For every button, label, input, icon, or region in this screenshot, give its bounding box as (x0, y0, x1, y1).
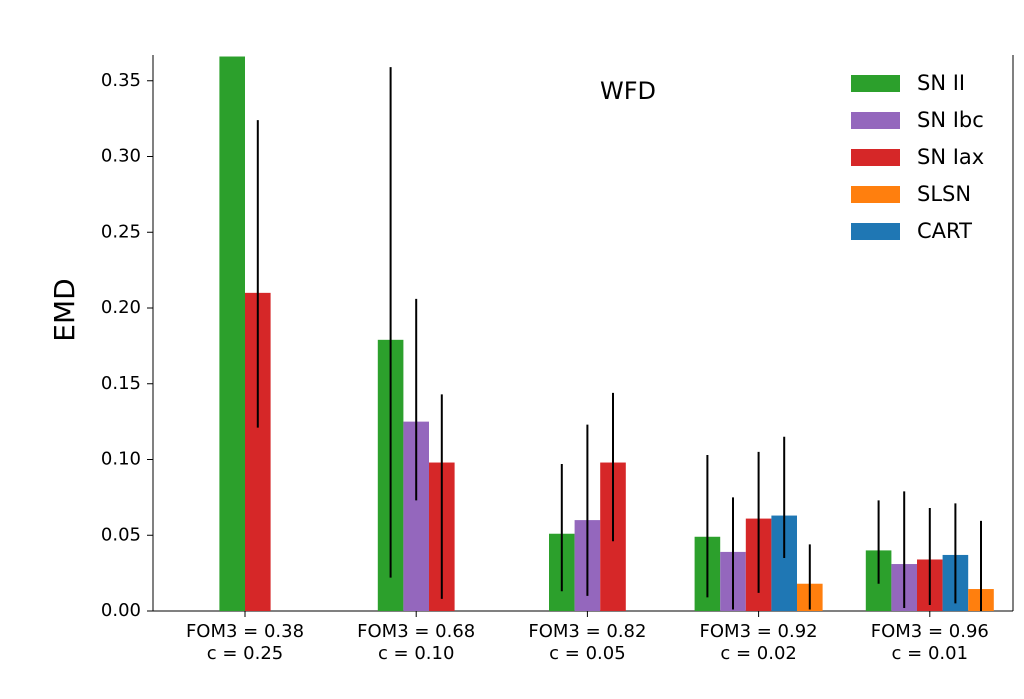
y-axis-label: EMD (48, 278, 81, 341)
legend-label: SLSN (917, 182, 971, 206)
x-tick-label: FOM3 = 0.38 (186, 621, 304, 642)
legend-swatch (851, 75, 900, 92)
y-tick-label: 0.10 (101, 449, 141, 470)
y-tick-label: 0.05 (101, 524, 141, 545)
y-tick-label: 0.15 (101, 373, 141, 394)
legend-swatch (851, 112, 900, 129)
x-tick-label: FOM3 = 0.82 (528, 621, 646, 642)
x-tick-label: c = 0.01 (892, 643, 969, 664)
x-tick-label: c = 0.25 (207, 643, 284, 664)
legend-label: SN Iax (917, 145, 984, 169)
legend-swatch (851, 149, 900, 166)
chart-title: WFD (600, 77, 656, 105)
x-tick-label: FOM3 = 0.68 (357, 621, 475, 642)
legend-label: SN Ibc (917, 108, 984, 132)
x-tick-label: c = 0.02 (720, 643, 797, 664)
x-tick-label: c = 0.10 (378, 643, 455, 664)
legend-label: SN II (917, 71, 965, 95)
y-tick-label: 0.00 (101, 600, 141, 621)
y-tick-label: 0.20 (101, 297, 141, 318)
y-tick-label: 0.35 (101, 70, 141, 91)
y-tick-label: 0.30 (101, 146, 141, 167)
x-tick-label: FOM3 = 0.92 (700, 621, 818, 642)
legend-swatch (851, 223, 900, 240)
x-tick-label: FOM3 = 0.96 (871, 621, 989, 642)
y-tick-label: 0.25 (101, 221, 141, 242)
legend-label: CART (917, 219, 972, 243)
legend-swatch (851, 186, 900, 203)
bar (219, 56, 245, 611)
x-tick-label: c = 0.05 (549, 643, 626, 664)
